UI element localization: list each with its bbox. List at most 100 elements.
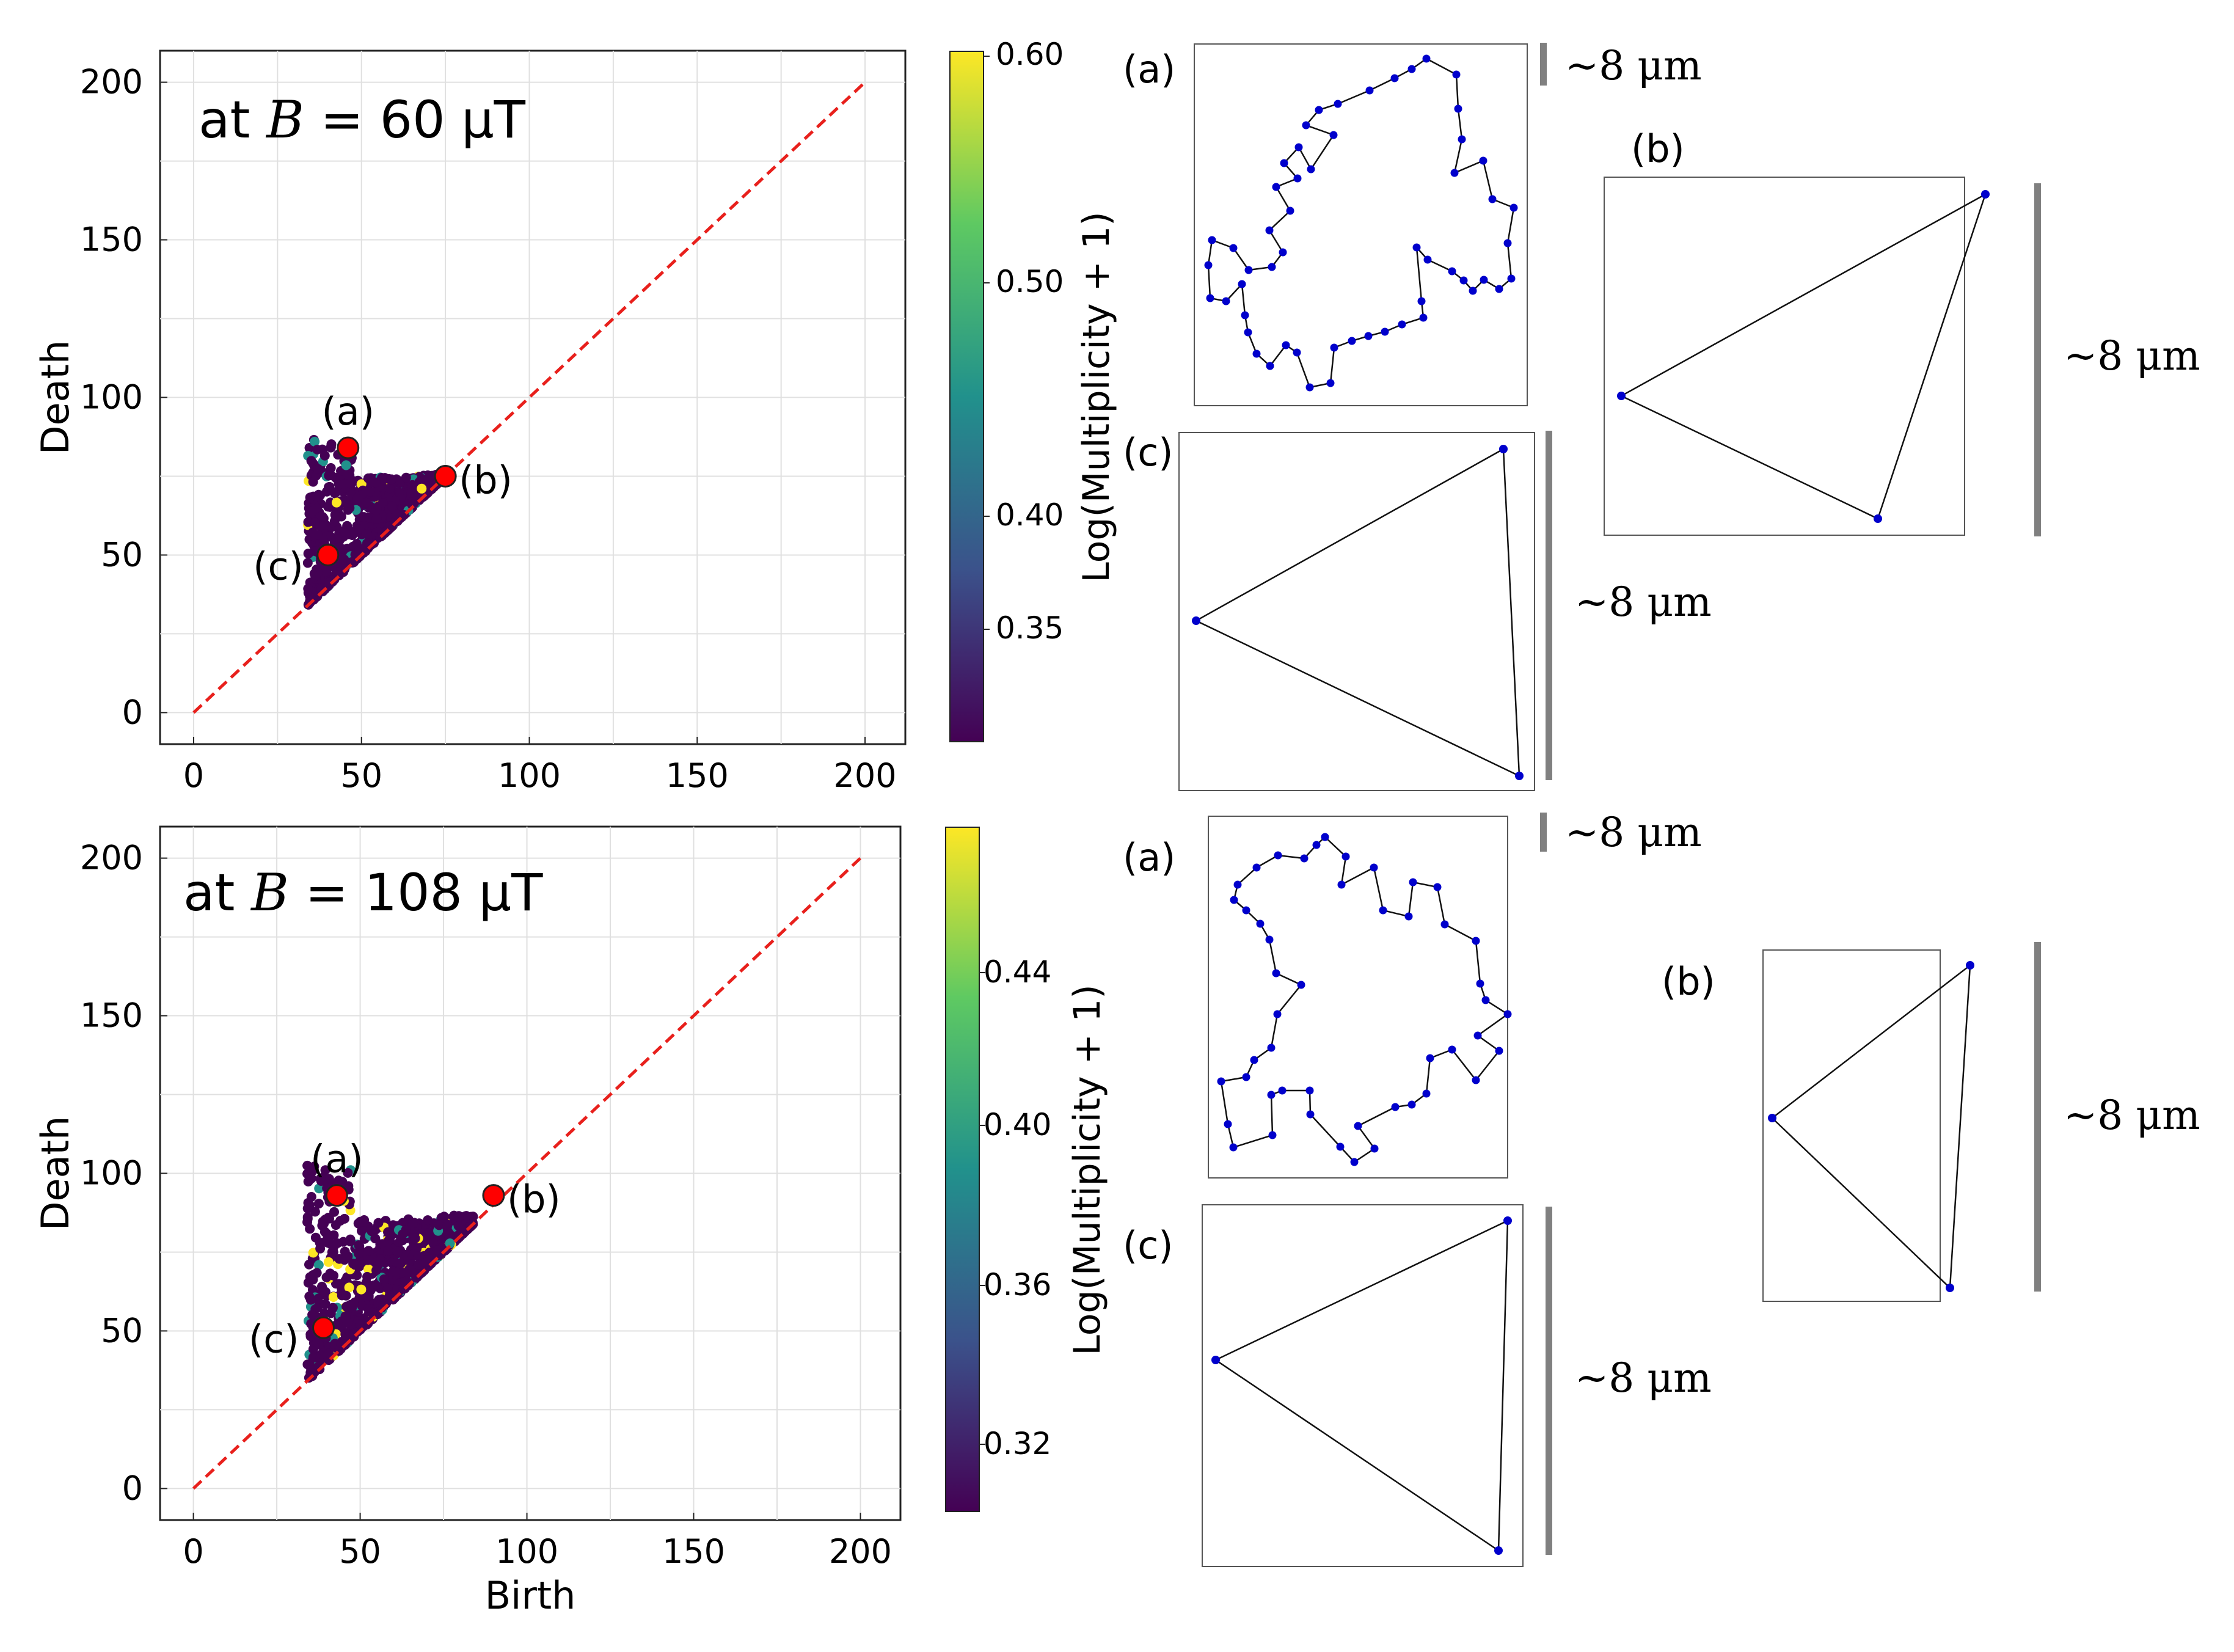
scale-label: ~8 μm (2064, 1092, 2200, 1139)
loop-node (1334, 100, 1342, 108)
persistence-point (315, 1243, 326, 1254)
y-tick-label: 150 (80, 221, 143, 259)
persistence-point (354, 524, 365, 535)
loop-node (1330, 343, 1338, 352)
loop-node (1267, 1091, 1276, 1099)
persistence-point (341, 460, 351, 470)
persistence-point (313, 1293, 323, 1304)
x-tick-label: 200 (834, 756, 897, 795)
loop-node (1472, 1076, 1480, 1084)
triangle-loop (1771, 963, 1971, 1290)
persistence-point (339, 1213, 349, 1224)
loop-node (1268, 1131, 1277, 1139)
y-tick-label: 100 (80, 1154, 143, 1193)
x-tick-label: 100 (498, 756, 561, 795)
loop-node (1874, 514, 1882, 523)
persistence-point (363, 1246, 374, 1256)
persistence-point (406, 488, 417, 498)
persistence-point (328, 1292, 338, 1302)
persistence-point (305, 492, 315, 503)
loop-node (1282, 341, 1290, 349)
loop-node (1286, 206, 1294, 215)
scale-label: ~8 μm (1575, 1354, 1712, 1402)
loop-node (1364, 332, 1373, 340)
persistence-point (359, 512, 369, 522)
persistence-point (331, 533, 341, 544)
persistence-point (320, 1299, 330, 1309)
highlighted-point (325, 1184, 348, 1207)
persistence-point (313, 1303, 323, 1313)
x-axis-label: Birth (485, 1573, 576, 1618)
persistence-point (313, 530, 323, 540)
y-tick-label: 50 (101, 535, 143, 574)
persistence-point (401, 472, 411, 483)
loop-node (1379, 906, 1387, 915)
loop-node (1265, 935, 1274, 944)
colorbar-tick: 0.60 (996, 37, 1064, 72)
loop-node (1480, 276, 1488, 284)
loop-node (1370, 1144, 1379, 1153)
highlighted-point-label: (a) (322, 389, 374, 434)
loop-node (1272, 183, 1280, 191)
persistence-point (347, 1303, 357, 1313)
loop-node (1407, 65, 1416, 73)
persistence-point (313, 1260, 324, 1270)
persistence-point (317, 1281, 327, 1292)
inset-label: (b) (1631, 126, 1685, 171)
scale-label: ~8 μm (1575, 579, 1712, 626)
loop-node (1266, 362, 1274, 370)
y-tick-label: 0 (122, 1469, 143, 1507)
plot-title: at B = 60 μT (199, 90, 526, 150)
y-axis-label: Death (33, 340, 78, 455)
inset-b-top: (b) ~8 μm (1604, 126, 2200, 536)
loop-node (1267, 1043, 1276, 1052)
persistence-point (401, 1225, 411, 1235)
scale-bar (2034, 942, 2041, 1292)
inset-c-bottom: (c) ~8 μm (1123, 1204, 1712, 1567)
scale-label: ~8 μm (1565, 809, 1702, 856)
loop-node (1305, 383, 1314, 392)
persistence-point (310, 436, 320, 447)
inset-b-bottom: (b) ~8 μm (1662, 942, 2200, 1302)
persistence-point (352, 494, 362, 504)
inset-c-top: (c) ~8 μm (1123, 430, 1712, 791)
triangle-loop (1194, 447, 1520, 778)
persistence-point (323, 1257, 334, 1267)
loop-node (1354, 1122, 1362, 1130)
persistence-point (355, 1319, 365, 1329)
x-tick-labels: 0 50 100 150 200 (183, 737, 897, 795)
loop-node (1274, 851, 1282, 860)
persistence-point (306, 1191, 316, 1202)
persistence-point (307, 1166, 318, 1176)
persistence-point (313, 1199, 324, 1209)
persistence-point (329, 1270, 339, 1281)
loop-node (1306, 1110, 1315, 1119)
persistence-point (363, 1282, 374, 1293)
highlighted-point-label: (a) (310, 1137, 363, 1182)
loop-node (1230, 896, 1238, 904)
point-cloud (302, 1160, 478, 1383)
loop-node (1423, 255, 1432, 264)
inset-frame (1194, 43, 1528, 406)
loop-node (1381, 327, 1389, 336)
persistence-point (303, 1177, 313, 1187)
persistence-point (367, 1307, 378, 1318)
persistence-point (421, 1257, 431, 1268)
loop-node (1422, 54, 1431, 63)
persistence-point (445, 1238, 455, 1249)
loop-node (1459, 276, 1468, 285)
loop-node (1454, 104, 1462, 113)
x-tick-label: 100 (495, 1532, 558, 1571)
loop-node (1479, 156, 1488, 165)
highlighted-point (316, 543, 340, 566)
inset-frame (1604, 177, 1965, 536)
persistence-point (434, 1220, 444, 1230)
persistence-point (432, 1245, 442, 1255)
persistence-point (363, 1290, 374, 1301)
loop-node (1495, 1047, 1503, 1055)
loop-node (1278, 1086, 1287, 1095)
persistence-diagram-top: (a) (b) (c) 0 50 100 150 200 0 50 100 150 200 Deat… (33, 37, 1118, 795)
y-tick-label: 50 (101, 1311, 143, 1350)
persistence-point (323, 1238, 333, 1248)
persistence-point (384, 483, 395, 494)
